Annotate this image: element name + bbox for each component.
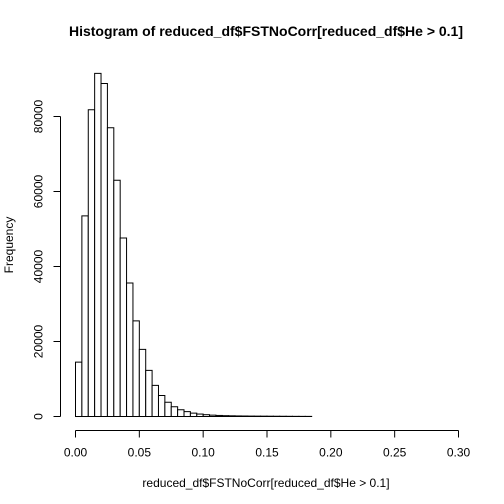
histogram-bar: [138, 348, 147, 418]
histogram-bar: [113, 179, 121, 417]
x-tick-label: 0.00: [64, 446, 88, 460]
histogram-bar: [119, 237, 128, 417]
y-tick-label: 60000: [32, 174, 46, 208]
histogram-bar: [202, 414, 211, 418]
x-tick-label: 0.25: [383, 446, 407, 460]
histogram-bar: [81, 215, 89, 418]
histogram-bar: [189, 412, 198, 418]
histogram-bar: [183, 411, 191, 418]
x-tick-label: 0.10: [191, 446, 215, 460]
y-tick-label: 0: [32, 413, 46, 420]
x-tick-label: 0.30: [447, 446, 471, 460]
histogram-bar: [196, 413, 204, 417]
x-tick-label: 0.05: [128, 446, 152, 460]
histogram-bar: [221, 415, 230, 417]
histogram-bar: [157, 395, 166, 417]
histogram-bar: [151, 384, 159, 418]
y-axis-label: Frequency: [2, 217, 16, 274]
histogram-bar: [94, 72, 102, 418]
y-axis: 0 20000 40000 60000 80000: [32, 99, 61, 420]
histogram-bar: [177, 409, 185, 417]
histogram-bar: [215, 414, 223, 418]
histogram-bar: [126, 282, 134, 417]
y-tick-label: 40000: [32, 249, 46, 283]
y-tick-label: 20000: [32, 324, 46, 358]
x-axis-label: reduced_df$FSTNoCorr[reduced_df$He > 0.1…: [142, 476, 389, 490]
x-tick-label: 0.20: [319, 446, 343, 460]
x-tick-label: 0.15: [255, 446, 279, 460]
histogram-bar: [145, 369, 153, 418]
histogram-bar: [228, 415, 236, 418]
y-tick-label: 80000: [32, 99, 46, 133]
histogram-bar: [106, 127, 115, 417]
chart-title: Histogram of reduced_df$FSTNoCorr[reduce…: [69, 23, 463, 39]
x-axis: 0.00 0.05 0.10 0.15 0.20 0.25 0.30: [64, 430, 471, 460]
histogram-bar: [164, 401, 172, 417]
histogram-bar: [87, 109, 96, 417]
histogram-bar: [234, 415, 242, 418]
histogram-bar: [132, 320, 140, 418]
histogram-bar: [100, 83, 108, 417]
histogram-bar: [209, 414, 217, 417]
histogram-bar: [170, 406, 179, 417]
histogram-bar: [75, 361, 83, 418]
bars: [75, 72, 313, 418]
